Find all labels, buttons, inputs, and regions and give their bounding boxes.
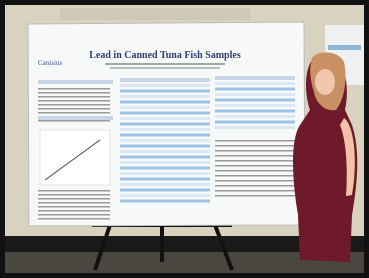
text-line bbox=[215, 170, 295, 172]
table-row bbox=[120, 194, 210, 197]
table-row bbox=[120, 150, 210, 153]
table-row bbox=[120, 90, 210, 93]
table-row bbox=[120, 117, 210, 120]
text-line bbox=[38, 194, 110, 196]
table-row bbox=[120, 161, 210, 164]
person-face bbox=[315, 69, 335, 95]
table-row bbox=[215, 82, 295, 85]
author-line bbox=[110, 67, 220, 69]
table-row bbox=[120, 189, 210, 192]
table-row bbox=[215, 110, 295, 113]
text-line bbox=[38, 88, 110, 90]
text-line bbox=[215, 145, 295, 147]
table-row bbox=[215, 93, 295, 96]
text-line bbox=[215, 195, 295, 197]
text-line bbox=[38, 112, 110, 114]
photo-scene: Canisius Lead in Canned Tuna Fish Sample… bbox=[0, 0, 369, 278]
table-row bbox=[215, 99, 295, 102]
text-line bbox=[38, 190, 110, 192]
text-line bbox=[38, 92, 110, 94]
side-poster-band bbox=[328, 45, 361, 50]
table-row bbox=[215, 88, 295, 91]
table-row bbox=[120, 167, 210, 170]
text-line bbox=[38, 206, 110, 208]
table-row bbox=[120, 139, 210, 142]
table-row bbox=[120, 106, 210, 109]
wall-sign bbox=[60, 8, 250, 20]
calibration-graph bbox=[40, 130, 110, 185]
text-line bbox=[38, 218, 110, 220]
table-row bbox=[120, 101, 210, 104]
table-row bbox=[120, 134, 210, 137]
table-row bbox=[120, 172, 210, 175]
table-row bbox=[215, 104, 295, 107]
text-line bbox=[38, 214, 110, 216]
text-line bbox=[215, 155, 295, 157]
poster-title: Lead in Canned Tuna Fish Samples bbox=[89, 50, 241, 61]
table-header bbox=[215, 76, 295, 80]
table-row bbox=[120, 95, 210, 98]
section-header bbox=[38, 80, 113, 84]
text-line bbox=[38, 108, 110, 110]
table-row bbox=[215, 121, 295, 124]
text-line bbox=[38, 104, 110, 106]
table-row bbox=[120, 156, 210, 159]
table-row bbox=[120, 183, 210, 186]
text-line bbox=[38, 120, 110, 122]
text-line bbox=[215, 150, 295, 152]
table-row bbox=[215, 115, 295, 118]
text-line bbox=[38, 100, 110, 102]
table-header bbox=[120, 78, 210, 82]
text-line bbox=[38, 198, 110, 200]
text-line bbox=[215, 165, 295, 167]
text-line bbox=[215, 140, 295, 142]
table-row bbox=[120, 123, 210, 126]
text-line bbox=[38, 202, 110, 204]
table-row bbox=[215, 126, 295, 129]
section-header bbox=[38, 116, 113, 120]
author-line bbox=[105, 63, 225, 65]
table-row bbox=[120, 112, 210, 115]
table-row bbox=[120, 145, 210, 148]
poster-logo: Canisius bbox=[38, 59, 62, 67]
text-line bbox=[215, 190, 295, 192]
text-line bbox=[38, 96, 110, 98]
text-line bbox=[38, 210, 110, 212]
table-row bbox=[120, 128, 210, 131]
table-row bbox=[120, 84, 210, 87]
table-row bbox=[120, 200, 210, 203]
table-row bbox=[120, 178, 210, 181]
text-line bbox=[215, 185, 295, 187]
text-line bbox=[215, 175, 295, 177]
text-line bbox=[215, 180, 295, 182]
text-line bbox=[215, 160, 295, 162]
